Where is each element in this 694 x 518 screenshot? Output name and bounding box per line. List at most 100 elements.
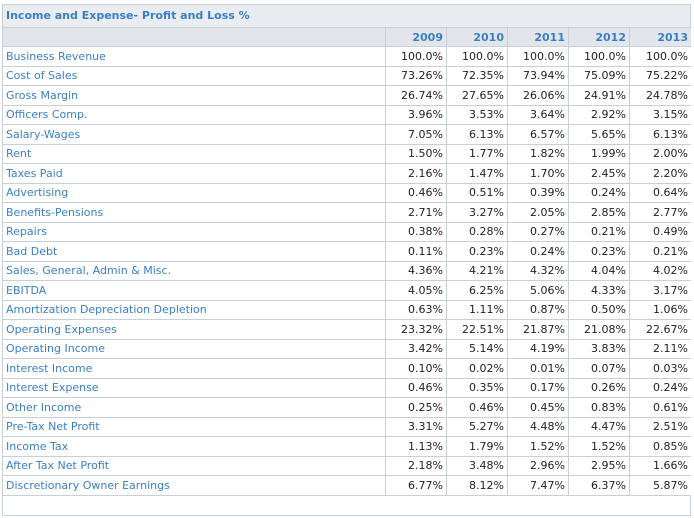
- value-cell: 2.05%: [508, 203, 569, 223]
- value-cell: 5.14%: [447, 339, 508, 359]
- table-row: Other Income 0.25% 0.46% 0.45% 0.83% 0.61%: [3, 398, 691, 418]
- value-cell: 4.21%: [447, 261, 508, 281]
- value-cell: 100.0%: [447, 47, 508, 67]
- table-row: Pre-Tax Net Profit 3.31% 5.27% 4.48% 4.47% 2.…: [3, 417, 691, 437]
- value-cell: 0.27%: [508, 222, 569, 242]
- row-label[interactable]: Repairs: [3, 222, 386, 242]
- value-cell: 6.37%: [569, 476, 630, 496]
- value-cell: 0.24%: [630, 378, 691, 398]
- value-cell: 0.61%: [630, 398, 691, 418]
- table-row: Salary-Wages 7.05% 6.13% 6.57% 5.65% 6.13%: [3, 125, 691, 145]
- panel-title: Income and Expense- Profit and Loss %: [3, 5, 690, 28]
- value-cell: 3.64%: [508, 105, 569, 125]
- value-cell: 26.74%: [386, 86, 447, 106]
- value-cell: 7.05%: [386, 125, 447, 145]
- value-cell: 24.78%: [630, 86, 691, 106]
- value-cell: 2.16%: [386, 164, 447, 184]
- value-cell: 73.26%: [386, 66, 447, 86]
- value-cell: 0.03%: [630, 359, 691, 379]
- table-row: Sales, General, Admin & Misc. 4.36% 4.21% 4…: [3, 261, 691, 281]
- value-cell: 3.53%: [447, 105, 508, 125]
- value-cell: 1.99%: [569, 144, 630, 164]
- value-cell: 5.65%: [569, 125, 630, 145]
- value-cell: 2.20%: [630, 164, 691, 184]
- value-cell: 24.91%: [569, 86, 630, 106]
- value-cell: 6.13%: [447, 125, 508, 145]
- table-row: Officers Comp. 3.96% 3.53% 3.64% 2.92% 3.15%: [3, 105, 691, 125]
- value-cell: 0.51%: [447, 183, 508, 203]
- value-cell: 0.01%: [508, 359, 569, 379]
- value-cell: 22.67%: [630, 320, 691, 340]
- row-label[interactable]: Interest Expense: [3, 378, 386, 398]
- row-label[interactable]: Sales, General, Admin & Misc.: [3, 261, 386, 281]
- row-label[interactable]: Interest Income: [3, 359, 386, 379]
- value-cell: 0.21%: [569, 222, 630, 242]
- value-cell: 0.07%: [569, 359, 630, 379]
- value-cell: 2.51%: [630, 417, 691, 437]
- value-cell: 1.11%: [447, 300, 508, 320]
- row-label[interactable]: Taxes Paid: [3, 164, 386, 184]
- value-cell: 3.83%: [569, 339, 630, 359]
- value-cell: 0.26%: [569, 378, 630, 398]
- table-row: Amortization Depreciation Depletion 0.63%…: [3, 300, 691, 320]
- value-cell: 3.48%: [447, 456, 508, 476]
- value-cell: 3.15%: [630, 105, 691, 125]
- value-cell: 100.0%: [630, 47, 691, 67]
- value-cell: 0.46%: [386, 378, 447, 398]
- value-cell: 0.87%: [508, 300, 569, 320]
- value-cell: 2.45%: [569, 164, 630, 184]
- value-cell: 2.96%: [508, 456, 569, 476]
- row-label[interactable]: After Tax Net Profit: [3, 456, 386, 476]
- table-row: EBITDA 4.05% 6.25% 5.06% 4.33% 3.17%: [3, 281, 691, 301]
- table-row: Repairs 0.38% 0.28% 0.27% 0.21% 0.49%: [3, 222, 691, 242]
- row-label[interactable]: Operating Expenses: [3, 320, 386, 340]
- row-label[interactable]: Officers Comp.: [3, 105, 386, 125]
- value-cell: 2.00%: [630, 144, 691, 164]
- row-label[interactable]: Gross Margin: [3, 86, 386, 106]
- row-label[interactable]: Rent: [3, 144, 386, 164]
- value-cell: 4.32%: [508, 261, 569, 281]
- value-cell: 0.49%: [630, 222, 691, 242]
- row-label[interactable]: Salary-Wages: [3, 125, 386, 145]
- row-label[interactable]: Pre-Tax Net Profit: [3, 417, 386, 437]
- row-label[interactable]: EBITDA: [3, 281, 386, 301]
- value-cell: 2.85%: [569, 203, 630, 223]
- value-cell: 6.77%: [386, 476, 447, 496]
- row-label[interactable]: Amortization Depreciation Depletion: [3, 300, 386, 320]
- value-cell: 3.96%: [386, 105, 447, 125]
- value-cell: 1.52%: [508, 437, 569, 457]
- value-cell: 4.19%: [508, 339, 569, 359]
- value-cell: 1.77%: [447, 144, 508, 164]
- value-cell: 100.0%: [569, 47, 630, 67]
- row-label[interactable]: Bad Debt: [3, 242, 386, 262]
- table-row: Discretionary Owner Earnings 6.77% 8.12% 7.…: [3, 476, 691, 496]
- value-cell: 0.23%: [569, 242, 630, 262]
- row-label[interactable]: Discretionary Owner Earnings: [3, 476, 386, 496]
- table-row: Rent 1.50% 1.77% 1.82% 1.99% 2.00%: [3, 144, 691, 164]
- row-label[interactable]: Advertising: [3, 183, 386, 203]
- value-cell: 4.33%: [569, 281, 630, 301]
- value-cell: 0.25%: [386, 398, 447, 418]
- row-label[interactable]: Business Revenue: [3, 47, 386, 67]
- row-label[interactable]: Operating Income: [3, 339, 386, 359]
- value-cell: 4.36%: [386, 261, 447, 281]
- row-label[interactable]: Other Income: [3, 398, 386, 418]
- value-cell: 0.46%: [386, 183, 447, 203]
- row-label[interactable]: Cost of Sales: [3, 66, 386, 86]
- table-row: Advertising 0.46% 0.51% 0.39% 0.24% 0.64%: [3, 183, 691, 203]
- value-cell: 0.11%: [386, 242, 447, 262]
- value-cell: 26.06%: [508, 86, 569, 106]
- value-cell: 5.06%: [508, 281, 569, 301]
- value-cell: 3.42%: [386, 339, 447, 359]
- value-cell: 21.08%: [569, 320, 630, 340]
- value-cell: 0.10%: [386, 359, 447, 379]
- value-cell: 5.27%: [447, 417, 508, 437]
- year-header: 2011: [508, 28, 569, 47]
- year-header-row: 2009 2010 2011 2012 2013: [3, 28, 691, 47]
- row-label[interactable]: Benefits-Pensions: [3, 203, 386, 223]
- year-header: 2010: [447, 28, 508, 47]
- row-label[interactable]: Income Tax: [3, 437, 386, 457]
- value-cell: 1.82%: [508, 144, 569, 164]
- value-cell: 0.83%: [569, 398, 630, 418]
- value-cell: 0.21%: [630, 242, 691, 262]
